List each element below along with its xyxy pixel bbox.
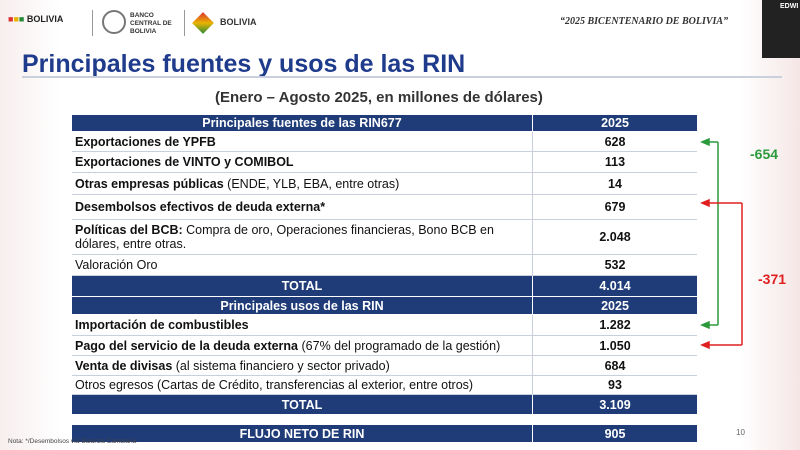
- label-bold: Políticas del BCB:: [75, 223, 183, 237]
- label-cell: Otros egresos (Cartas de Crédito, transf…: [72, 376, 533, 394]
- logo-text: BOLIVIA: [26, 14, 64, 24]
- table-row: FLUJO NETO DE RIN 905: [72, 425, 697, 443]
- table-row: Exportaciones de YPFB 628: [72, 132, 697, 152]
- label-cell: Venta de divisas (al sistema financiero …: [72, 356, 533, 375]
- subtitle: (Enero – Agosto 2025, en millones de dól…: [215, 89, 543, 106]
- label-bold: Importación de combustibles: [75, 318, 249, 332]
- label-text: Valoración Oro: [75, 258, 157, 272]
- table-row: Exportaciones de VINTO y COMIBOL 113: [72, 152, 697, 173]
- label-text: Otros egresos (Cartas de Crédito, transf…: [75, 378, 473, 392]
- label-text: Políticas del BCB: Compra de oro, Operac…: [75, 223, 529, 251]
- label-cell: Otras empresas públicas (ENDE, YLB, EBA,…: [72, 173, 533, 194]
- value-cell: 679: [604, 200, 626, 214]
- title: Principales fuentes y usos de las RIN: [22, 50, 466, 78]
- table-row: Principales usos de las RIN 2025: [72, 297, 697, 315]
- label-cell: Importación de combustibles: [72, 315, 533, 335]
- label-cell: Políticas del BCB: Compra de oro, Operac…: [72, 220, 533, 254]
- table-row: Venta de divisas (al sistema financiero …: [72, 356, 697, 376]
- label-text: Otras empresas públicas (ENDE, YLB, EBA,…: [75, 177, 399, 191]
- table-row: Principales fuentes de las RIN677 2025: [72, 115, 697, 132]
- label-text: Pago del servicio de la deuda externa (6…: [75, 339, 500, 353]
- label-text: Venta de divisas (al sistema financiero …: [75, 359, 390, 373]
- label-text: Exportaciones de YPFB: [75, 135, 216, 149]
- label-cell: Valoración Oro: [72, 255, 533, 275]
- label-plain: Otros egresos (Cartas de Crédito, transf…: [75, 378, 474, 392]
- video-tile: EDWI: [762, 0, 800, 58]
- header-cell: TOTAL: [72, 395, 533, 414]
- value-cell: 1.282: [599, 318, 631, 332]
- table-row: Políticas del BCB: Compra de oro, Operac…: [72, 220, 697, 255]
- logo-text: BOLIVIA: [220, 17, 257, 27]
- label-cell: Exportaciones de YPFB: [72, 132, 533, 151]
- header-cell: 3.109: [599, 397, 631, 412]
- header-cell: Principales usos de las RIN: [72, 297, 533, 314]
- label-bold: Otras empresas públicas: [75, 176, 224, 191]
- page-number: 10: [736, 428, 745, 437]
- label-plain: (67% del programado de la gestión): [301, 338, 501, 353]
- label-bold: Venta de divisas: [75, 358, 173, 373]
- brackets: -654 -371: [700, 137, 786, 350]
- motto: “2025 BICENTENARIO DE BOLIVIA”: [560, 16, 729, 27]
- label-cell: Exportaciones de VINTO y COMIBOL: [72, 152, 533, 172]
- label-text: Desembolsos efectivos de deuda externa*: [75, 200, 325, 214]
- logo: ■■■ BOLIVIA: [8, 14, 64, 24]
- header-cell: 2025: [601, 116, 629, 130]
- label-plain: Compra de oro, Operaciones financieras, …: [75, 223, 494, 251]
- value-cell: 93: [608, 378, 622, 392]
- header-cell: TOTAL: [72, 276, 533, 296]
- header-cell: Principales fuentes de las RIN677: [72, 115, 533, 131]
- label-bold: Exportaciones de VINTO y COMIBOL: [75, 155, 294, 169]
- note: Nota: */Desembolsos vía Balanza Cambiari…: [8, 438, 137, 445]
- label-bold: Pago del servicio de la deuda externa: [75, 338, 299, 353]
- header-cell: 4.014: [599, 279, 631, 293]
- bcb-seal: [102, 10, 126, 34]
- logo-text: BANCO CENTRAL DE BOLIVIA: [130, 12, 172, 35]
- value-cell: 113: [604, 155, 626, 169]
- table-row: Importación de combustibles 1.282: [72, 315, 697, 336]
- table-row: Desembolsos efectivos de deuda externa* 6…: [72, 195, 697, 220]
- value-cell: 628: [604, 134, 626, 149]
- annotation: -654: [750, 146, 778, 162]
- value-cell: 1.050: [599, 338, 631, 353]
- header-cell: 2025: [601, 298, 629, 313]
- label-cell: Desembolsos efectivos de deuda externa*: [72, 195, 533, 219]
- annotation: -371: [758, 271, 786, 287]
- header-cell: 905: [604, 426, 626, 441]
- label-text: Exportaciones de VINTO y COMIBOL: [75, 155, 294, 169]
- header-cell: FLUJO NETO DE RIN: [72, 425, 533, 442]
- divider: [92, 10, 93, 36]
- label-plain: (al sistema financiero y sector privado): [175, 358, 390, 373]
- label-plain: Valoración Oro: [75, 258, 158, 272]
- label-cell: Pago del servicio de la deuda externa (6…: [72, 336, 533, 355]
- participant-name: EDWI: [780, 3, 799, 10]
- table-row: Otras empresas públicas (ENDE, YLB, EBA,…: [72, 173, 697, 195]
- value-cell: 684: [604, 358, 626, 373]
- label-text: Importación de combustibles: [75, 318, 249, 332]
- table-row: TOTAL 4.014: [72, 276, 697, 297]
- label-plain: (ENDE, YLB, EBA, entre otras): [227, 176, 400, 191]
- table-row: TOTAL 3.109: [72, 395, 697, 415]
- table-row: Otros egresos (Cartas de Crédito, transf…: [72, 376, 697, 395]
- table-row: Pago del servicio de la deuda externa (6…: [72, 336, 697, 356]
- bicentenario-logo: [192, 12, 214, 34]
- table-row: Valoración Oro 532: [72, 255, 697, 276]
- value-cell: 532: [604, 258, 626, 272]
- label-bold: Exportaciones de YPFB: [75, 134, 216, 149]
- label-bold: Desembolsos efectivos de deuda externa*: [75, 200, 326, 214]
- divider: [184, 10, 185, 36]
- value-cell: 2.048: [599, 230, 631, 244]
- rule: [22, 76, 782, 78]
- value-cell: 14: [608, 176, 622, 191]
